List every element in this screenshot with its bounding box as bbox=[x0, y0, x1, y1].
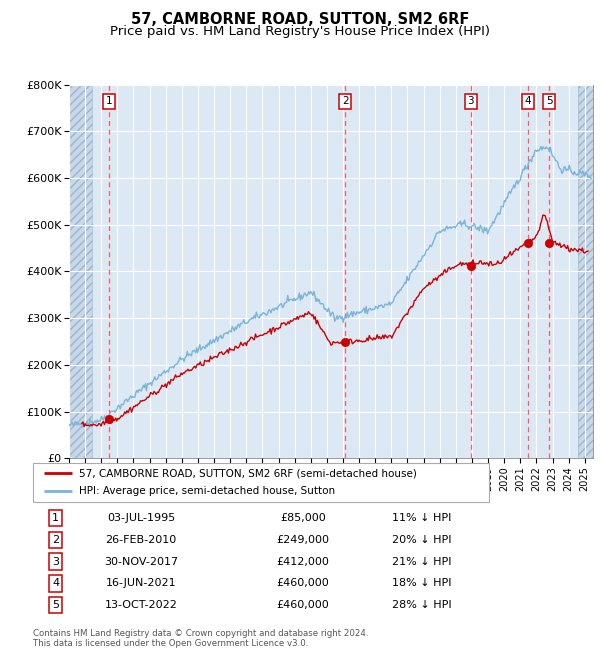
Text: 26-FEB-2010: 26-FEB-2010 bbox=[106, 535, 176, 545]
Text: 18% ↓ HPI: 18% ↓ HPI bbox=[392, 578, 452, 588]
Text: Contains HM Land Registry data © Crown copyright and database right 2024.
This d: Contains HM Land Registry data © Crown c… bbox=[33, 629, 368, 648]
Text: 03-JUL-1995: 03-JUL-1995 bbox=[107, 513, 175, 523]
Bar bbox=[69, 84, 92, 458]
Text: 4: 4 bbox=[52, 578, 59, 588]
Text: 57, CAMBORNE ROAD, SUTTON, SM2 6RF (semi-detached house): 57, CAMBORNE ROAD, SUTTON, SM2 6RF (semi… bbox=[79, 469, 416, 478]
Text: 2: 2 bbox=[52, 535, 59, 545]
Text: £85,000: £85,000 bbox=[280, 513, 326, 523]
Text: 21% ↓ HPI: 21% ↓ HPI bbox=[392, 556, 452, 567]
Text: 3: 3 bbox=[467, 96, 474, 107]
Text: 2: 2 bbox=[342, 96, 349, 107]
Bar bbox=[69, 84, 92, 458]
Text: 20% ↓ HPI: 20% ↓ HPI bbox=[392, 535, 452, 545]
Bar bbox=[578, 84, 593, 458]
Text: 11% ↓ HPI: 11% ↓ HPI bbox=[392, 513, 451, 523]
Text: 5: 5 bbox=[546, 96, 553, 107]
Text: £412,000: £412,000 bbox=[277, 556, 329, 567]
Text: HPI: Average price, semi-detached house, Sutton: HPI: Average price, semi-detached house,… bbox=[79, 486, 335, 496]
Text: 3: 3 bbox=[52, 556, 59, 567]
Text: £249,000: £249,000 bbox=[277, 535, 329, 545]
Text: 28% ↓ HPI: 28% ↓ HPI bbox=[392, 601, 452, 610]
Text: 1: 1 bbox=[106, 96, 113, 107]
Bar bbox=[578, 84, 593, 458]
Text: 57, CAMBORNE ROAD, SUTTON, SM2 6RF: 57, CAMBORNE ROAD, SUTTON, SM2 6RF bbox=[131, 12, 469, 27]
Text: 30-NOV-2017: 30-NOV-2017 bbox=[104, 556, 178, 567]
Text: 5: 5 bbox=[52, 601, 59, 610]
Text: 4: 4 bbox=[524, 96, 531, 107]
Text: 1: 1 bbox=[52, 513, 59, 523]
Text: £460,000: £460,000 bbox=[277, 601, 329, 610]
Text: £460,000: £460,000 bbox=[277, 578, 329, 588]
Text: 13-OCT-2022: 13-OCT-2022 bbox=[104, 601, 178, 610]
Text: 16-JUN-2021: 16-JUN-2021 bbox=[106, 578, 176, 588]
Text: Price paid vs. HM Land Registry's House Price Index (HPI): Price paid vs. HM Land Registry's House … bbox=[110, 25, 490, 38]
